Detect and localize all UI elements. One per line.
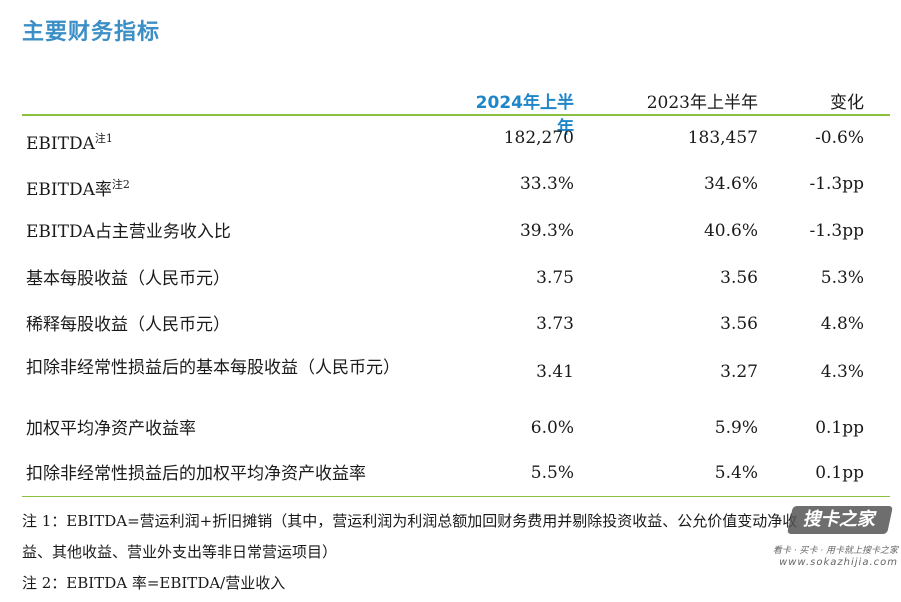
row-label: 稀释每股收益（人民币元）: [26, 315, 230, 335]
row-label: EBITDA注1: [26, 132, 113, 154]
table-bottom-rule: [22, 496, 890, 497]
value-2024: 6.0%: [530, 418, 574, 438]
value-2023: 3.56: [720, 268, 758, 288]
value-change: 4.8%: [820, 314, 864, 334]
footnote-1-line-2: 益、其他收益、营业外支出等非日常营运项目）: [22, 543, 338, 561]
footnote-ref: 注2: [111, 178, 130, 191]
value-change: -1.3pp: [809, 221, 864, 241]
value-2023: 5.4%: [714, 463, 758, 483]
header-change: 变化: [830, 93, 864, 113]
value-change: -1.3pp: [809, 174, 864, 194]
row-label: EBITDA率注2: [26, 178, 130, 200]
row-label: 基本每股收益（人民币元）: [26, 269, 230, 289]
value-change: 0.1pp: [815, 418, 864, 438]
header-2023h1: 2023年上半年: [646, 93, 758, 113]
value-2023: 34.6%: [703, 174, 758, 194]
header-2024h1: 2024年上半年: [475, 93, 574, 138]
watermark-url: www.sokazhijia.com: [779, 557, 898, 568]
value-2024: 3.41: [536, 362, 574, 382]
page-title: 主要财务指标: [22, 20, 161, 45]
value-2023: 5.9%: [714, 418, 758, 438]
value-2023: 3.27: [720, 362, 758, 382]
value-2024: 182,270: [503, 128, 574, 148]
row-label: 加权平均净资产收益率: [26, 419, 196, 439]
row-label: 扣除非经常性损益后的基本每股收益（人民币元）: [26, 358, 400, 378]
value-change: 5.3%: [820, 268, 864, 288]
footnote-ref: 注1: [94, 132, 113, 145]
watermark-logo: 搜卡之家: [787, 506, 893, 534]
value-change: 0.1pp: [815, 463, 864, 483]
value-change: -0.6%: [815, 128, 864, 148]
value-2023: 40.6%: [703, 221, 758, 241]
value-2024: 3.73: [536, 314, 574, 334]
value-2023: 183,457: [687, 128, 758, 148]
value-change: 4.3%: [820, 362, 864, 382]
value-2024: 39.3%: [519, 221, 574, 241]
footnote-1-line-1: 注 1：EBITDA=营运利润+折旧摊销（其中，营运利润为利润总额加回财务费用并…: [22, 512, 798, 530]
value-2024: 33.3%: [519, 174, 574, 194]
footnote-2: 注 2：EBITDA 率=EBITDA/营业收入: [22, 574, 286, 592]
row-label: EBITDA占主营业务收入比: [26, 222, 231, 242]
value-2023: 3.56: [720, 314, 758, 334]
watermark-tagline: 看卡 · 买卡 · 用卡就上搜卡之家: [772, 546, 898, 556]
row-label: 扣除非经常性损益后的加权平均净资产收益率: [26, 464, 366, 484]
value-2024: 5.5%: [530, 463, 574, 483]
value-2024: 3.75: [536, 268, 574, 288]
header-rule: [22, 114, 890, 116]
